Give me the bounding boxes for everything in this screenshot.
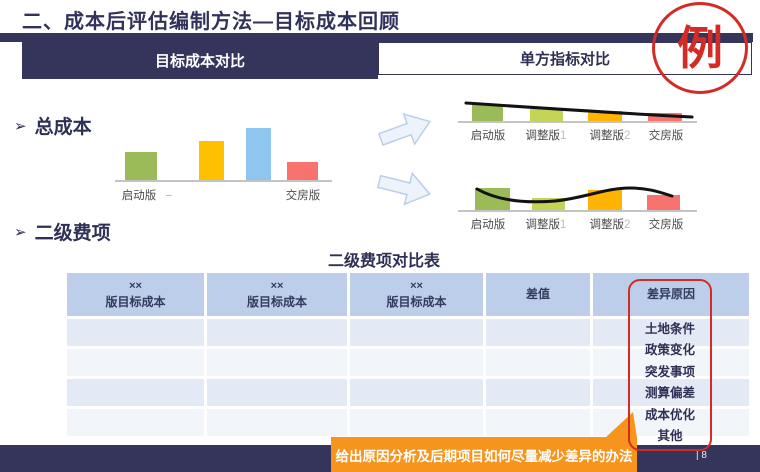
column-header: ×× 版目标成本 (207, 273, 347, 316)
table-cell (350, 379, 483, 406)
trendline-decreasing (464, 101, 694, 119)
reason-item: 土地条件 (644, 322, 695, 336)
x-axis (458, 210, 697, 212)
section-total-cost-label: 总成本 (34, 117, 92, 138)
table-cell (350, 409, 483, 436)
x-tick-label: 启动版 (121, 190, 157, 202)
table-cell (593, 349, 749, 376)
column-header: ×× 版目标成本 (350, 273, 483, 316)
table-cell (67, 379, 204, 406)
title-underline-bar (0, 33, 753, 42)
bar-jiaofangban (287, 162, 318, 180)
reason-item: 其他 (657, 428, 683, 443)
column-header: 差异原因 (593, 273, 749, 316)
section-secondary-items: ➢ 二级费项 (14, 218, 111, 245)
right-arrow-icon (376, 171, 431, 206)
x-tick-label: 交房版 (648, 130, 684, 142)
right-arrow-icon (377, 112, 432, 146)
reason-item: 测算偏差 (644, 386, 695, 401)
table-cell (593, 379, 749, 406)
variance-reason-list: 土地条件 政策变化 突发事项 测算偏差 成本优化 其他 (628, 319, 712, 447)
bar-middle-1 (199, 141, 224, 180)
x-tick-label: 调整版2 (589, 219, 631, 231)
x-tick-label: 调整版2 (589, 130, 631, 142)
table-cell (486, 409, 590, 436)
reason-item: 政策变化 (644, 343, 695, 358)
table-title: 二级费项对比表 (327, 253, 440, 270)
bar-qidongban (472, 105, 503, 121)
bar-qidongban (125, 152, 157, 180)
x-tick-label: 启动版 (470, 130, 506, 142)
arrow-bullet-icon: ➢ (14, 223, 27, 241)
table-cell (67, 349, 204, 376)
example-stamp-label: 例 (677, 22, 723, 74)
table-cell (350, 319, 483, 346)
x-tick-label: 交房版 (648, 219, 684, 231)
table-cell (67, 319, 204, 346)
tab-target-cost-compare[interactable]: 目标成本对比 (22, 42, 378, 79)
tab-label: 目标成本对比 (154, 53, 245, 70)
section-total-cost: ➢ 总成本 (14, 112, 92, 139)
table-cell (207, 409, 347, 436)
bar-jiaofangban (647, 195, 680, 210)
x-tick-label: 调整版1 (525, 130, 567, 142)
bar-middle-2 (246, 128, 271, 180)
page-number: | 8 (696, 450, 707, 461)
table-cell (350, 349, 483, 376)
table-cell (67, 409, 204, 436)
footer-note: 给出原因分析及后期项目如何尽量减少差异的办法 (331, 437, 637, 472)
reason-item: 突发事项 (644, 364, 695, 379)
example-stamp-circle: 例 (652, 2, 748, 94)
x-axis (458, 121, 697, 123)
footer-note-text: 给出原因分析及后期项目如何尽量减少差异的办法 (335, 448, 633, 464)
x-tick-label: 交房版 (285, 190, 321, 202)
table-cell (207, 319, 347, 346)
tab-label: 单方指标对比 (519, 51, 610, 68)
section-secondary-items-label: 二级费项 (34, 223, 111, 244)
table-cell (486, 319, 590, 346)
table-cell (593, 319, 749, 346)
bar-tiaozhengban2 (588, 111, 622, 121)
x-tick-label: 启动版 (470, 219, 506, 231)
bar-tiaozhengban1 (530, 109, 563, 121)
column-header: 差值 (486, 273, 590, 316)
table-cell (207, 379, 347, 406)
arrow-bullet-icon: ➢ (14, 117, 27, 135)
page-title: 二、成本后评估编制方法—目标成本回顾 (22, 11, 400, 33)
bar-tiaozhengban2 (588, 190, 622, 210)
table-cell (486, 379, 590, 406)
reason-item: 成本优化 (644, 407, 695, 422)
x-tick-label: 调整版1 (525, 219, 567, 231)
trendline-fluctuating (475, 186, 674, 204)
x-axis (115, 180, 332, 182)
table-cell (207, 349, 347, 376)
table-cell (486, 349, 590, 376)
x-tick-dash: – (166, 190, 172, 201)
comparison-table: ×× 版目标成本 ×× 版目标成本 ×× 版目标成本 差值 差异原因 (67, 273, 749, 436)
column-header: ×× 版目标成本 (67, 273, 204, 316)
